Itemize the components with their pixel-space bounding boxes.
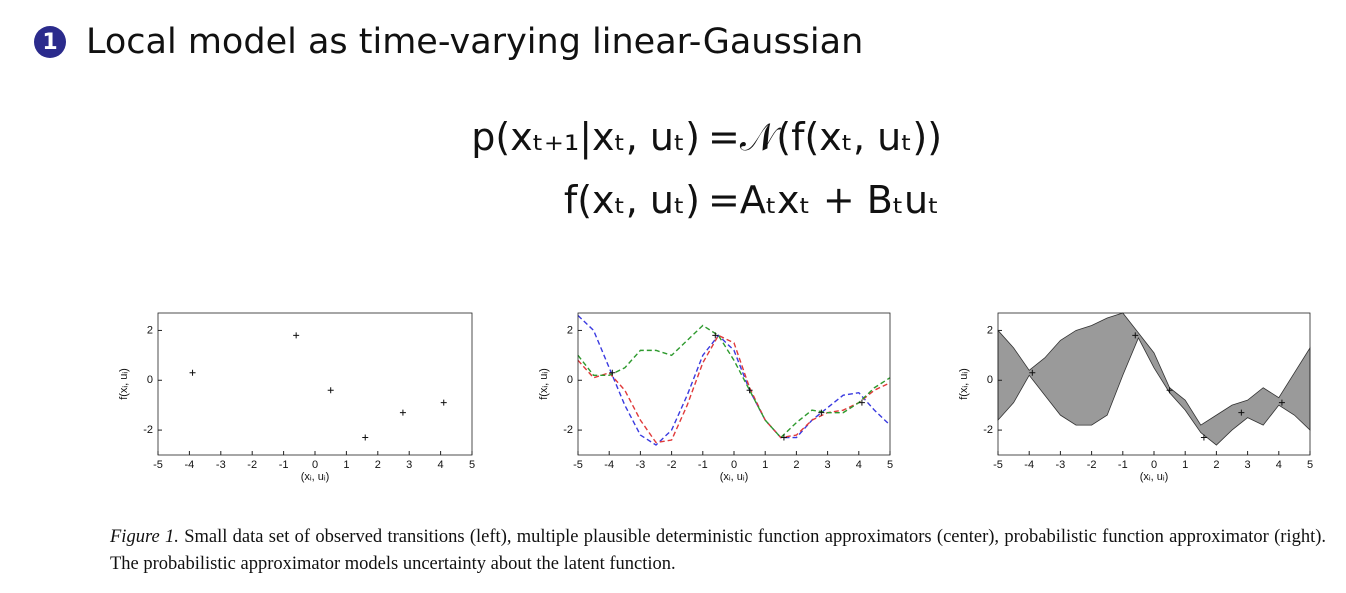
data-point	[746, 387, 753, 394]
x-tick-label: -2	[667, 459, 677, 471]
x-tick-label: -4	[604, 459, 614, 471]
caption-text: Small data set of observed transitions (…	[110, 527, 1326, 574]
x-tick-label: -4	[1024, 459, 1034, 471]
data-point	[399, 409, 406, 416]
plot-frame	[577, 312, 891, 456]
x-tick-label: 2	[793, 459, 799, 471]
x-tick-label: 2	[1213, 459, 1219, 471]
figure-caption: Figure 1. Small data set of observed tra…	[110, 524, 1326, 578]
x-tick-label: 0	[1151, 459, 1157, 471]
data-point	[327, 387, 334, 394]
x-tick-label: -3	[1056, 459, 1066, 471]
data-point	[818, 409, 825, 416]
data-point	[440, 399, 447, 406]
x-axis-label: (xᵢ, uᵢ)	[301, 471, 330, 483]
x-tick-label: 1	[343, 459, 349, 471]
x-tick-label: 5	[887, 459, 893, 471]
x-tick-label: -2	[247, 459, 257, 471]
x-tick-label: 2	[375, 459, 381, 471]
x-tick-label: -3	[216, 459, 226, 471]
data-point	[1132, 332, 1139, 339]
data-point	[780, 434, 787, 441]
x-tick-label: -5	[993, 459, 1003, 471]
y-tick-label: -2	[563, 424, 573, 436]
y-axis-label: f(xᵢ, uᵢ)	[958, 368, 970, 400]
curve	[577, 324, 891, 439]
data-point	[858, 399, 865, 406]
x-tick-label: 3	[1245, 459, 1251, 471]
y-tick-label: -2	[983, 424, 993, 436]
x-tick-label: -5	[573, 459, 583, 471]
x-tick-label: 0	[731, 459, 737, 471]
x-tick-label: 5	[1307, 459, 1313, 471]
equation-rhs: =𝒩(f(xₜ, uₜ))	[708, 115, 942, 159]
x-tick-label: 3	[825, 459, 831, 471]
x-tick-label: -2	[1087, 459, 1097, 471]
bullet-number: 1	[42, 30, 57, 55]
x-axis-label: (xᵢ, uᵢ)	[1140, 471, 1169, 483]
data-point	[1029, 369, 1036, 376]
x-tick-label: 4	[1276, 459, 1282, 471]
data-point	[712, 332, 719, 339]
data-point	[293, 332, 300, 339]
x-tick-label: 4	[856, 459, 862, 471]
x-tick-label: -4	[185, 459, 195, 471]
y-tick-label: 0	[567, 374, 573, 386]
x-tick-label: -5	[153, 459, 163, 471]
y-tick-label: -2	[143, 424, 153, 436]
bullet-circle	[34, 26, 66, 58]
data-point	[1278, 399, 1285, 406]
x-tick-label: -1	[279, 459, 289, 471]
data-point	[1200, 434, 1207, 441]
data-point	[1238, 409, 1245, 416]
x-tick-label: 3	[406, 459, 412, 471]
slide-title: Local model as time-varying linear-Gauss…	[86, 22, 863, 62]
x-tick-label: -1	[1118, 459, 1128, 471]
x-tick-label: 4	[438, 459, 444, 471]
data-point	[189, 369, 196, 376]
x-axis-label: (xᵢ, uᵢ)	[720, 471, 749, 483]
x-tick-label: 1	[1182, 459, 1188, 471]
x-tick-label: 5	[469, 459, 475, 471]
equation-lhs: f(xₜ, uₜ)	[564, 178, 700, 222]
y-tick-label: 2	[987, 324, 993, 336]
x-tick-label: 1	[762, 459, 768, 471]
y-tick-label: 0	[147, 374, 153, 386]
caption-label: Figure 1.	[110, 527, 179, 547]
data-point	[362, 434, 369, 441]
plot-frame	[157, 312, 473, 456]
uncertainty-band	[997, 312, 1311, 446]
y-tick-label: 0	[987, 374, 993, 386]
x-tick-label: -3	[636, 459, 646, 471]
y-tick-label: 2	[567, 324, 573, 336]
y-axis-label: f(xᵢ, uᵢ)	[538, 368, 550, 400]
equation-rhs: =Aₜxₜ + Bₜuₜ	[708, 178, 939, 222]
curve	[577, 334, 891, 444]
y-axis-label: f(xᵢ, uᵢ)	[118, 368, 130, 400]
data-point	[609, 369, 616, 376]
equation-lhs: p(xₜ₊₁|xₜ, uₜ)	[471, 115, 700, 160]
slide-graphics: 1 Local model as time-varying linear-Gau…	[34, 22, 1313, 483]
x-tick-label: 0	[312, 459, 318, 471]
x-tick-label: -1	[698, 459, 708, 471]
curve	[577, 314, 891, 446]
data-point	[1166, 387, 1173, 394]
y-tick-label: 2	[147, 324, 153, 336]
